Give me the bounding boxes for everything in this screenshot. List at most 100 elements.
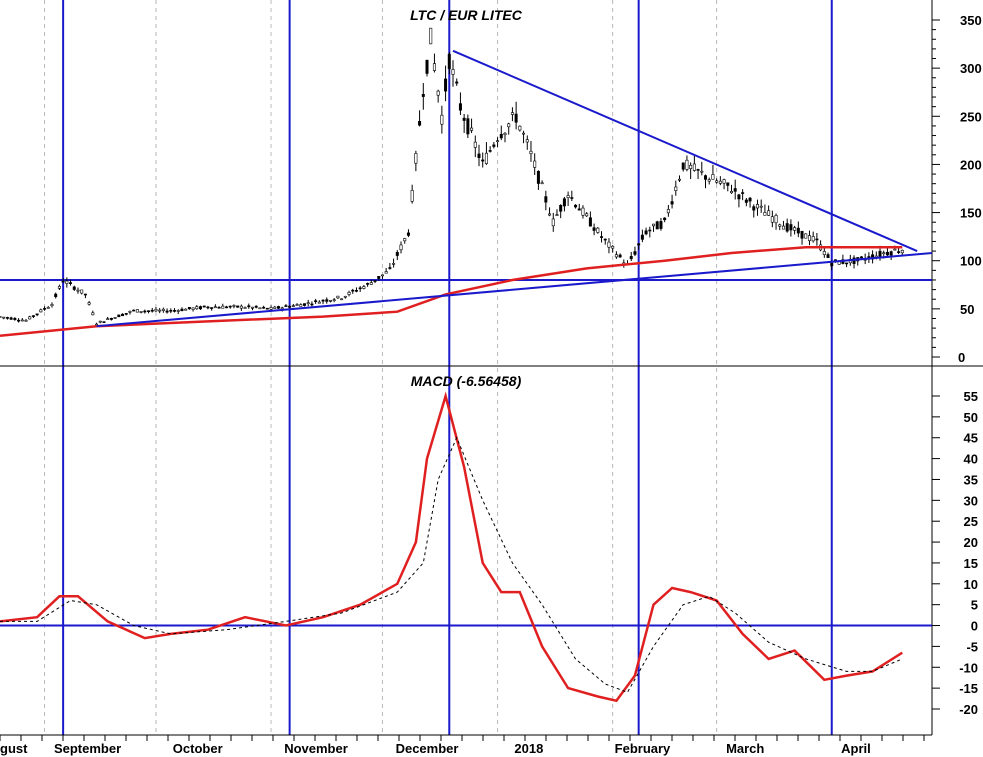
price-candle	[13, 317, 17, 321]
price-candle	[458, 92, 462, 116]
price-candle	[800, 230, 804, 245]
price-candle	[611, 245, 615, 253]
price-candle	[533, 153, 537, 175]
price-candle	[566, 191, 570, 206]
price-candle	[247, 303, 251, 309]
price-candle	[570, 190, 574, 202]
price-candle	[600, 231, 604, 243]
price-candle	[117, 314, 121, 318]
price-candle	[774, 213, 778, 230]
price-candle	[871, 250, 875, 264]
price-candle	[666, 204, 670, 217]
price-candle	[614, 251, 618, 259]
price-candle	[258, 307, 262, 310]
price-candle	[477, 144, 481, 167]
price-candle	[852, 255, 856, 269]
price-candle	[425, 59, 429, 77]
price-candle	[455, 78, 459, 86]
price-candle	[176, 309, 180, 315]
price-candle	[317, 300, 321, 304]
price-candle	[488, 146, 492, 153]
trendline	[96, 252, 933, 328]
price-y-tick-label: 150	[960, 206, 982, 221]
x-month-label: November	[284, 741, 348, 756]
price-candle	[822, 248, 826, 258]
price-candle	[410, 184, 414, 204]
macd-y-tick-label: 45	[964, 431, 978, 446]
price-candle	[432, 53, 436, 73]
price-candle	[655, 220, 659, 230]
price-candle	[711, 164, 715, 180]
macd-y-tick-label: 25	[964, 514, 978, 529]
price-candle	[161, 307, 165, 313]
price-candle	[109, 317, 113, 321]
price-candle	[369, 279, 373, 285]
price-candle	[674, 180, 678, 196]
price-candle	[102, 321, 106, 323]
price-candle	[158, 308, 162, 314]
price-candle	[703, 174, 707, 189]
price-candle	[685, 155, 689, 172]
price-candle	[663, 217, 667, 223]
price-candle	[548, 207, 552, 217]
macd-y-tick-label: 5	[971, 598, 978, 613]
price-candle	[354, 287, 358, 293]
price-candle	[752, 204, 756, 218]
price-candle	[321, 299, 325, 305]
price-candle	[421, 83, 425, 110]
price-candle	[510, 107, 514, 122]
price-candle	[451, 60, 455, 87]
price-candle	[496, 137, 500, 148]
price-candle	[596, 226, 600, 234]
price-panel	[0, 27, 933, 338]
price-candle	[644, 227, 648, 236]
month-gridlines	[44, 0, 833, 735]
price-candle	[811, 231, 815, 243]
price-candle	[637, 243, 641, 250]
price-y-tick-label: 350	[960, 13, 982, 28]
price-candle	[0, 316, 2, 318]
price-candle	[380, 274, 384, 280]
macd-signal-line	[0, 436, 903, 693]
price-chart-title: LTC / EUR LITEC	[410, 7, 523, 23]
price-candle	[87, 300, 91, 306]
price-candle	[544, 190, 548, 211]
price-candle	[31, 315, 35, 319]
price-candle	[484, 142, 488, 165]
price-candle	[276, 305, 280, 309]
price-candle	[722, 178, 726, 190]
price-candle	[755, 199, 759, 216]
price-candle	[507, 122, 511, 135]
price-candle	[76, 287, 80, 294]
price-candle	[43, 306, 47, 311]
price-candle	[804, 233, 808, 239]
price-candle	[785, 218, 789, 233]
price-candle	[395, 250, 399, 261]
price-candle	[28, 315, 32, 320]
price-candle	[362, 284, 366, 290]
price-candle	[744, 197, 748, 207]
price-candle	[807, 230, 811, 246]
macd-y-tick-label: -10	[959, 660, 978, 675]
price-candle	[113, 316, 117, 319]
price-candle	[46, 306, 50, 309]
price-candle	[221, 303, 225, 309]
macd-y-tick-label: 30	[964, 493, 978, 508]
macd-y-tick-label: -20	[959, 702, 978, 717]
price-candle	[403, 237, 407, 244]
macd-panel	[0, 391, 932, 703]
price-candle	[351, 288, 355, 294]
price-candle	[288, 304, 292, 309]
price-candle	[128, 310, 132, 315]
price-candle	[447, 52, 451, 75]
price-candle	[150, 307, 154, 313]
price-candle	[91, 310, 95, 316]
price-y-tick-label: 100	[960, 254, 982, 269]
price-candle	[332, 298, 336, 303]
price-candle	[250, 306, 254, 311]
price-candle	[191, 307, 195, 312]
price-candle	[700, 161, 704, 176]
price-candle	[206, 305, 210, 310]
price-candle	[358, 286, 362, 293]
